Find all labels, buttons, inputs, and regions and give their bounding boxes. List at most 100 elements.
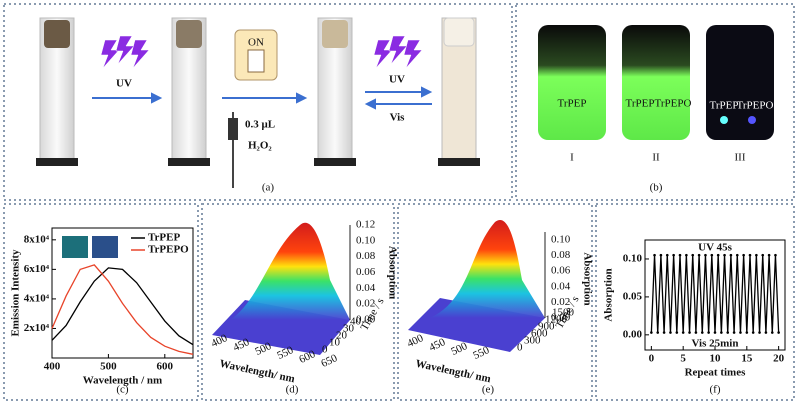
point xyxy=(767,253,771,257)
y-tick-label: 2x10⁴ xyxy=(24,322,50,334)
label: H₂O₂ xyxy=(248,140,272,152)
caption: (b) xyxy=(650,182,663,194)
point xyxy=(713,331,717,334)
x-tick-label: 20 xyxy=(773,353,785,365)
x-tick-label: 400 xyxy=(405,332,425,350)
legend-label: TrPEPO xyxy=(148,244,189,256)
point xyxy=(662,331,666,334)
vials xyxy=(36,17,480,166)
point xyxy=(745,331,749,334)
point xyxy=(707,331,710,334)
y-tick-label: 1500 xyxy=(552,307,575,319)
sample-label: TrPEP xyxy=(710,100,739,112)
point xyxy=(758,331,761,334)
x-tick-label: 600 xyxy=(157,361,174,373)
point xyxy=(685,253,688,257)
z-tick-label: 0.08 xyxy=(356,250,376,262)
point xyxy=(777,331,780,334)
z-tick-label: 0.06 xyxy=(356,266,376,278)
panel-frame xyxy=(595,203,795,401)
x-tick-label: 500 xyxy=(449,340,469,358)
y-tick-label: 300 xyxy=(524,335,541,347)
y-tick-label: 0.10 xyxy=(623,252,643,264)
z-tick-label: 0.12 xyxy=(356,219,375,231)
pipette xyxy=(228,112,238,188)
photos xyxy=(538,25,774,140)
y-tick-label: 4x10⁴ xyxy=(24,292,50,304)
z-tick-label: 0.06 xyxy=(551,265,571,277)
point xyxy=(751,331,755,334)
point xyxy=(688,331,691,334)
point xyxy=(691,253,695,257)
point xyxy=(742,253,745,257)
point xyxy=(656,331,660,334)
panel-frame xyxy=(515,3,795,201)
point xyxy=(726,331,730,334)
label: UV xyxy=(116,78,132,90)
x-axis-label: Wavelength / nm xyxy=(83,375,162,387)
inset-photo xyxy=(92,236,118,258)
surface-plot xyxy=(212,222,351,355)
switch xyxy=(234,29,278,81)
x-tick-label: 400 xyxy=(44,361,61,373)
x-axis-label: Repeat times xyxy=(685,367,747,379)
z-tick-label: 0.10 xyxy=(356,234,376,246)
point xyxy=(732,331,736,334)
z-tick-label: 0.02 xyxy=(356,298,375,310)
point xyxy=(735,253,739,257)
plot-frame xyxy=(51,227,194,359)
panel-frame xyxy=(397,203,593,401)
z-tick-label: 0.00 xyxy=(356,314,376,326)
y-tick-label: 600 xyxy=(531,328,548,340)
point xyxy=(748,253,752,257)
point xyxy=(659,253,663,257)
point xyxy=(729,253,733,257)
point xyxy=(669,331,672,334)
inset-photo xyxy=(62,236,88,258)
sample-label: TrPEP xyxy=(558,98,587,110)
point xyxy=(774,253,777,257)
point xyxy=(761,253,765,257)
point xyxy=(681,331,685,334)
z-tick-label: 0.00 xyxy=(551,312,571,324)
point xyxy=(700,331,704,334)
z-tick-label: 0.04 xyxy=(551,280,571,292)
y-axis-label: Emission Intensity xyxy=(10,249,22,337)
arrows xyxy=(92,86,433,110)
annotation: UV 45s xyxy=(698,242,732,254)
label: Vis xyxy=(390,112,406,124)
point xyxy=(710,253,714,257)
panel-frame xyxy=(3,203,199,401)
y-tick-label: 900 xyxy=(538,321,555,333)
photo-label: III xyxy=(735,152,746,164)
point xyxy=(723,253,726,257)
y-tick-label: 0 xyxy=(517,342,523,354)
caption: (c) xyxy=(116,384,129,396)
y-tick-label: 0.00 xyxy=(623,328,643,340)
axis-label: Absorption xyxy=(581,252,593,305)
point xyxy=(704,253,707,257)
series-line xyxy=(51,267,194,346)
y-tick-label: 40 xyxy=(350,316,362,328)
y-tick-label: 0.05 xyxy=(623,290,643,302)
uv-icons xyxy=(100,35,423,69)
x-tick-label: 450 xyxy=(427,336,447,354)
annotation: Vis 25min xyxy=(692,338,739,350)
sample-label: TrPEP xyxy=(626,98,655,110)
caption: (e) xyxy=(482,384,495,396)
photo-label: II xyxy=(652,152,660,164)
x-tick-label: 500 xyxy=(100,361,117,373)
point xyxy=(665,253,669,257)
point xyxy=(755,253,758,257)
sample-label: TrPEPO xyxy=(737,100,774,112)
photo-label: I xyxy=(570,152,574,164)
point xyxy=(770,331,774,334)
y-tick-label: 0 xyxy=(322,344,328,356)
y-tick-label: 1200 xyxy=(545,314,568,326)
x-tick-label: 5 xyxy=(680,353,686,365)
point xyxy=(739,331,742,334)
y-tick-label: 20 xyxy=(336,330,348,342)
sample-label: TrPEPO xyxy=(655,98,692,110)
point xyxy=(650,331,653,334)
